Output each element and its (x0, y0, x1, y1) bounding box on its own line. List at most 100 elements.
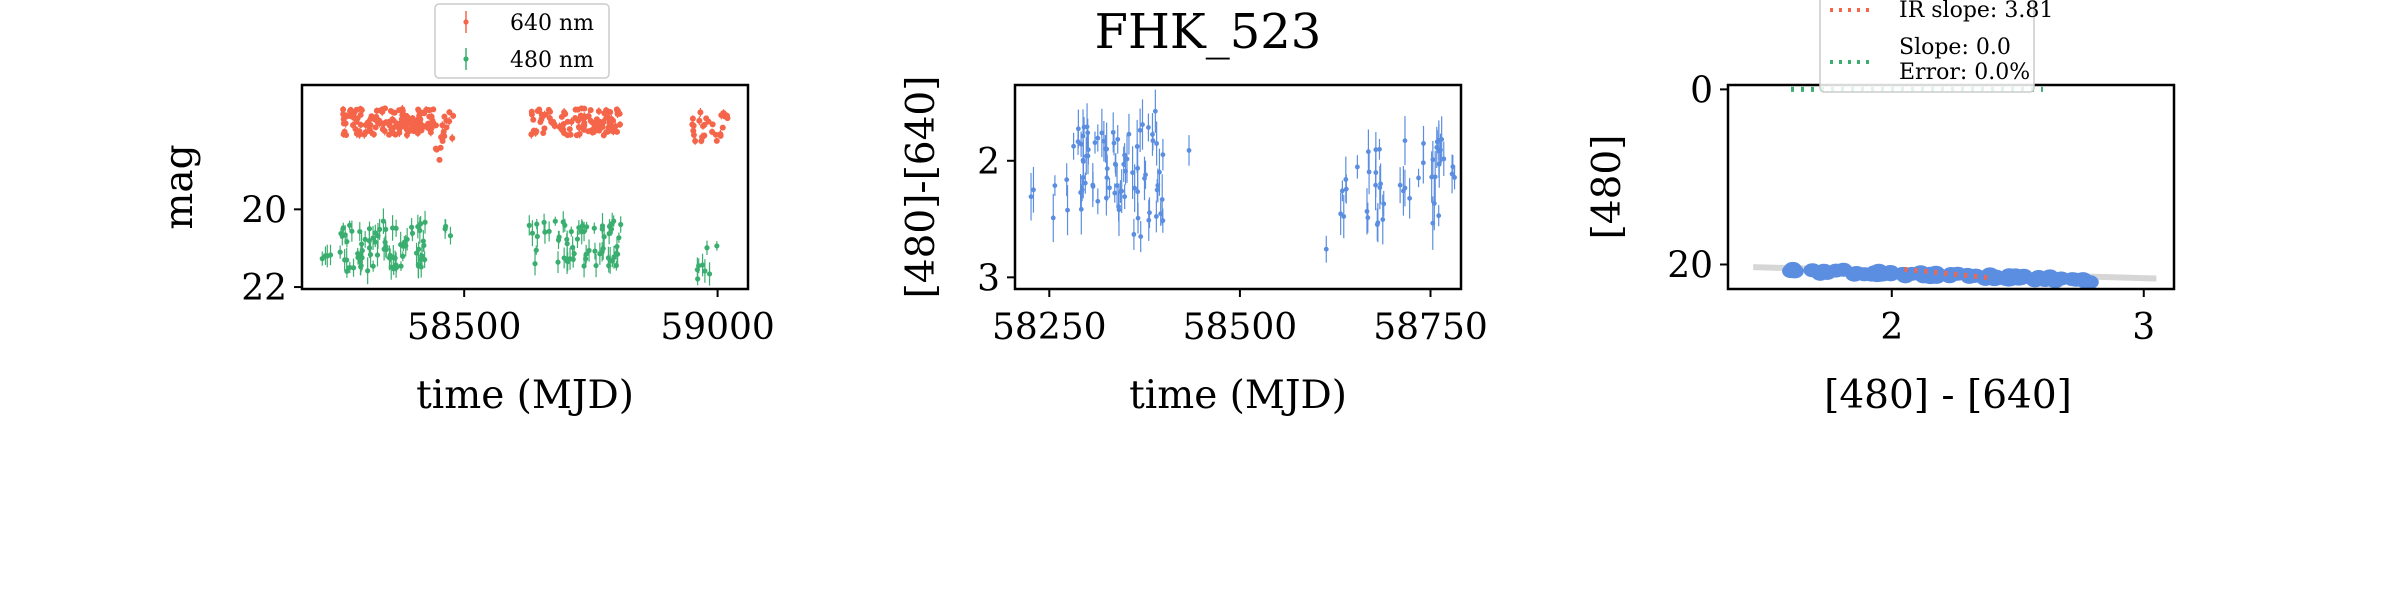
color-point-point (1154, 187, 1160, 193)
point-640nm-point (367, 115, 374, 122)
point-480nm-point (592, 248, 598, 254)
point-480nm-point (608, 226, 615, 232)
color-point-point (1152, 108, 1158, 114)
color-point-point (1115, 136, 1121, 142)
point-480nm-point (327, 252, 334, 258)
point-480nm-point (367, 251, 374, 258)
x-tick-label: 58750 (1373, 307, 1488, 348)
point-640nm-point (607, 109, 614, 116)
point-480nm-point (383, 246, 389, 252)
point-480nm-point (418, 264, 424, 270)
color-point-point (1112, 190, 1118, 196)
color-point-point (1095, 135, 1101, 141)
point-640nm-point (403, 113, 410, 120)
point-640nm-point (443, 124, 450, 131)
point-640nm-point (616, 121, 623, 128)
y-axis-label: mag (157, 144, 202, 229)
cmd-point (1871, 267, 1890, 282)
legend-label-640: 640 nm (510, 11, 594, 36)
point-480nm-point (417, 256, 424, 263)
color-point-point (1146, 217, 1152, 223)
color-point-point (1104, 166, 1110, 172)
point-640nm-point (599, 124, 606, 131)
point-640nm-point (701, 121, 708, 128)
color-point-point (1365, 149, 1371, 155)
point-480nm-point (422, 219, 428, 225)
legend-marker-640 (463, 11, 469, 33)
point-640nm-point (412, 127, 419, 134)
point-480nm-point (714, 243, 720, 249)
point-480nm-point (581, 228, 587, 235)
color-point-point (1421, 141, 1426, 146)
point-640nm-point (605, 124, 612, 131)
point-480nm-point (609, 258, 616, 264)
point-640nm-point (581, 105, 588, 112)
point-480nm-point (706, 271, 713, 277)
point-480nm-point (567, 256, 573, 262)
color-point-point (1373, 182, 1378, 188)
y-tick-label: 20 (241, 190, 287, 231)
color-point-point (1450, 164, 1456, 170)
point-480nm-point (695, 276, 701, 282)
color-point-point (1131, 231, 1137, 237)
color-point-point (1343, 177, 1349, 182)
point-480nm-point (704, 245, 710, 251)
color-point-point (1126, 131, 1132, 137)
color-point-point (1441, 156, 1447, 162)
y-ticks: 23 (977, 142, 1015, 299)
point-480nm-point (372, 230, 378, 236)
point-480nm-point (555, 259, 561, 265)
point-480nm-point (337, 249, 343, 255)
color-point-point (1099, 130, 1105, 136)
point-480nm-point (618, 221, 624, 228)
point-480nm-point (541, 219, 547, 225)
panel-color-curve: FHK_523 58250 58500 58750 23 time (MJD) [4… (899, 4, 1488, 418)
point-640nm-point (719, 124, 726, 131)
color-point-point (1084, 124, 1090, 130)
color-point-point (1111, 140, 1117, 146)
point-640nm-point (581, 122, 588, 129)
point-640nm-point (370, 131, 377, 138)
color-point-point (1434, 139, 1440, 145)
color-point-point (1065, 207, 1070, 213)
color-point-point (1159, 197, 1165, 202)
point-640nm-point (528, 108, 535, 115)
point-480nm-point (597, 251, 603, 257)
point-640nm-point (538, 111, 545, 118)
point-480nm-point (571, 251, 577, 257)
point-640nm-point (441, 133, 448, 140)
point-640nm-point (689, 121, 696, 128)
point-640nm-point (387, 108, 394, 115)
point-640nm-point (409, 120, 416, 127)
point-640nm-point (585, 128, 592, 135)
point-480nm-point (529, 230, 536, 236)
point-640nm-point (718, 112, 725, 119)
point-640nm-point (361, 131, 368, 138)
point-640nm-point (373, 115, 380, 122)
x-ticks: 58500 59000 (407, 289, 775, 348)
point-640nm-point (415, 115, 422, 122)
point-640nm-point (366, 125, 373, 132)
color-point-point (1402, 138, 1408, 144)
legend-box (434, 3, 610, 79)
point-480nm-point (415, 224, 421, 230)
color-point-point (1420, 160, 1426, 166)
point-640nm-point (406, 127, 413, 134)
point-640nm-point (351, 108, 358, 115)
light-curve-marks (319, 104, 731, 286)
point-640nm-point (398, 123, 405, 130)
point-480nm-point (556, 234, 562, 240)
color-point-point (1028, 194, 1034, 200)
point-640nm-point (450, 112, 457, 119)
point-480nm-point (576, 225, 582, 231)
point-480nm-point (561, 255, 567, 261)
point-480nm-point (340, 225, 346, 231)
color-point-point (1147, 210, 1152, 216)
point-640nm-point (590, 128, 597, 135)
point-640nm-point (433, 146, 440, 153)
point-640nm-point (386, 131, 393, 138)
point-480nm-point (614, 243, 620, 250)
point-480nm-point (370, 235, 376, 241)
